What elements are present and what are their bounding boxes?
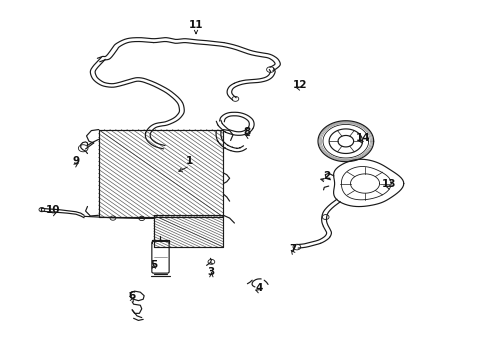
Text: 9: 9 bbox=[73, 156, 79, 166]
Text: 13: 13 bbox=[382, 179, 396, 189]
Text: 1: 1 bbox=[186, 156, 194, 166]
Text: 2: 2 bbox=[323, 171, 330, 181]
Text: 12: 12 bbox=[293, 80, 307, 90]
Text: 14: 14 bbox=[355, 133, 370, 143]
Text: 4: 4 bbox=[256, 283, 263, 293]
Text: 6: 6 bbox=[128, 292, 136, 301]
Text: 11: 11 bbox=[189, 21, 203, 31]
Text: 5: 5 bbox=[150, 260, 157, 270]
Text: 8: 8 bbox=[244, 127, 251, 138]
Text: 7: 7 bbox=[289, 244, 297, 254]
Text: 10: 10 bbox=[46, 205, 60, 215]
Text: 3: 3 bbox=[208, 267, 215, 277]
